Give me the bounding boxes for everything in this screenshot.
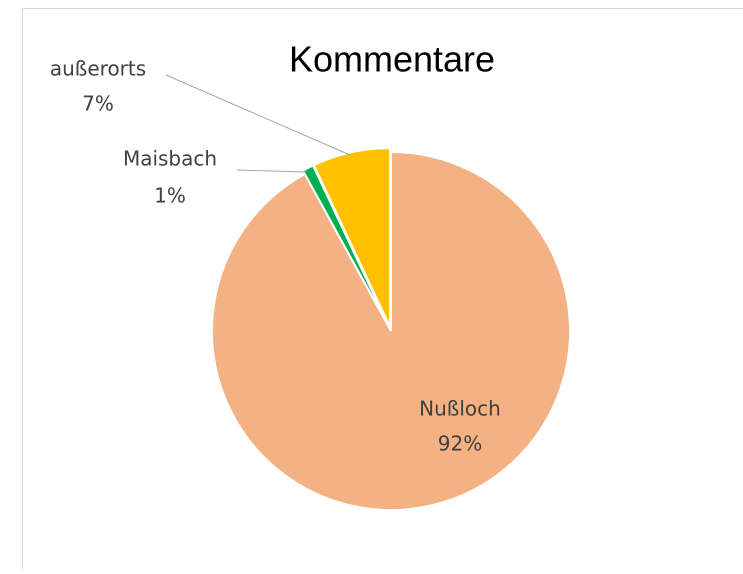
slice-label: Maisbach — [123, 147, 217, 171]
pie-slice — [211, 150, 571, 511]
slice-value-label: 7% — [82, 92, 114, 116]
slice-value-label: 1% — [154, 184, 186, 208]
slice-label: außerorts — [50, 57, 146, 81]
slice-value-label: 92% — [438, 432, 482, 456]
chart-title: Kommentare — [289, 39, 495, 80]
pie-slice — [301, 164, 391, 328]
leader-line — [236, 169, 307, 173]
leader-line — [165, 74, 351, 156]
pie-slice — [312, 147, 392, 328]
slice-label: Nußloch — [419, 397, 501, 421]
